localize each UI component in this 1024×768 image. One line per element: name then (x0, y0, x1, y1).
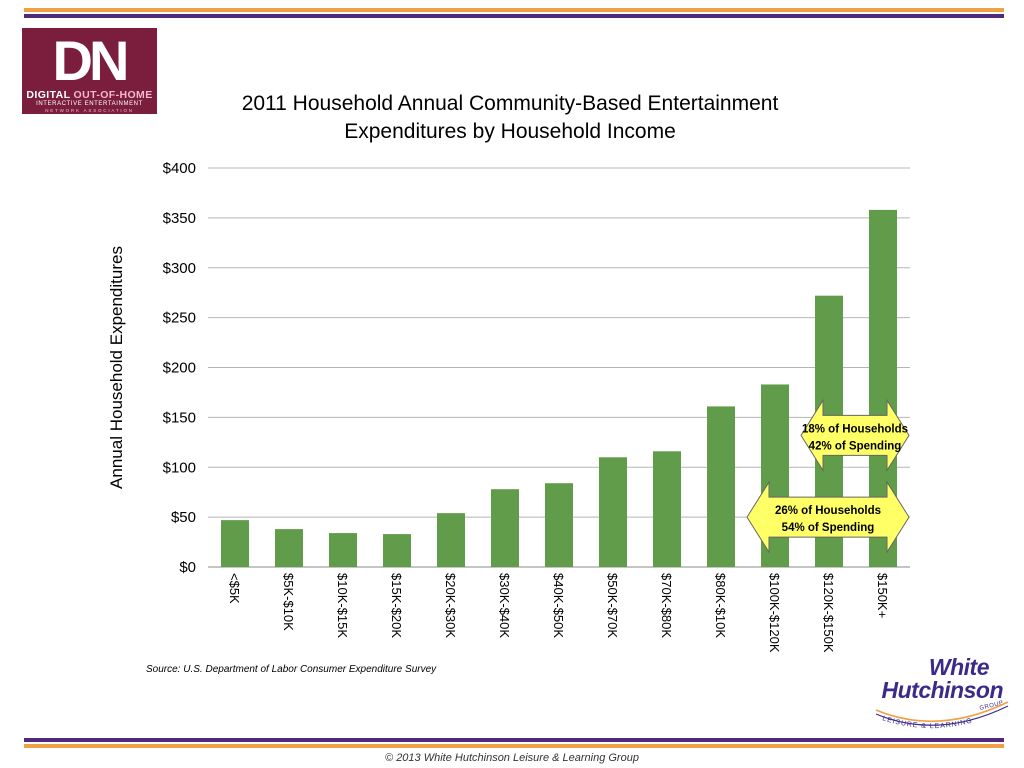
y-tick-label: $400 (163, 160, 196, 177)
annotation-label: 42% of Spending (809, 440, 902, 452)
logo-line1: DIGITAL OUT-OF-HOME (26, 89, 153, 101)
bar (275, 529, 303, 567)
x-tick-label: $10K-$15K (335, 573, 350, 638)
y-tick-label: $50 (171, 509, 196, 526)
bar (491, 489, 519, 567)
y-tick-label: $250 (163, 310, 196, 327)
x-tick-label: $40K-$50K (551, 573, 566, 638)
x-tick-label: $15K-$20K (389, 573, 404, 638)
annotation-label: 26% of Households (775, 505, 881, 517)
chart-title: 2011 Household Annual Community-Based En… (241, 92, 779, 143)
x-tick-label: $70K-$80K (659, 573, 674, 638)
wh-logo-arc: LEISURE & LEARNING GROUP (875, 700, 1009, 730)
logo-line3: NETWORK ASSOCIATION (45, 108, 134, 113)
x-tick-label: $120K-$150K (821, 573, 836, 653)
annotation-arrow (746, 480, 910, 554)
x-tick-label: $80K-$10K (713, 573, 728, 638)
bottom-rule-purple (24, 738, 1004, 742)
y-tick-label: $100 (163, 459, 196, 476)
x-tick-label: $150K+ (875, 573, 890, 618)
x-tick-label: <$5K (227, 573, 242, 604)
annotation-label: 54% of Spending (782, 522, 875, 534)
bar (545, 483, 573, 567)
y-tick-label: $300 (163, 260, 196, 277)
wh-logo-line1: White (928, 654, 990, 680)
bar (383, 534, 411, 567)
annotation-arrow (800, 398, 910, 473)
footer-copyright: © 2013 White Hutchinson Leisure & Learni… (385, 752, 639, 764)
bar (437, 513, 465, 567)
y-axis-title: Annual Household Expenditures (107, 246, 126, 489)
x-tick-label: $30K-$40K (497, 573, 512, 638)
y-tick-label: $0 (179, 559, 196, 576)
top-rule-orange (24, 8, 1004, 12)
annotation-label: 18% of Households (802, 423, 908, 435)
y-tick-label: $200 (163, 360, 196, 377)
top-rule-purple (24, 14, 1004, 18)
x-tick-label: $5K-$10K (281, 573, 296, 631)
bottom-rule-orange (24, 744, 1004, 748)
y-tick-label: $150 (163, 409, 196, 426)
bar (329, 533, 357, 567)
svg-text:DN: DN (53, 29, 126, 88)
wh-logo-arc-text: LEISURE & LEARNING (881, 715, 972, 730)
bar (707, 406, 735, 567)
white-hutchinson-logo: White Hutchinson LEISURE & LEARNING GROU… (868, 652, 1013, 730)
svg-text:LEISURE & LEARNING: LEISURE & LEARNING (881, 715, 973, 730)
wh-logo-group-text: GROUP (979, 700, 1004, 712)
x-tick-label: $100K-$120K (767, 573, 782, 653)
logo-line2: INTERACTIVE ENTERTAINMENT (36, 101, 143, 107)
y-tick-label: $350 (163, 210, 196, 227)
dooh-logo: DN DIGITAL OUT-OF-HOME INTERACTIVE ENTER… (22, 28, 157, 114)
x-tick-label: $50K-$70K (605, 573, 620, 638)
bar (653, 451, 681, 567)
bar (221, 520, 249, 567)
bar (599, 457, 627, 567)
dn-logo-mark: DN (53, 29, 130, 88)
x-tick-label: $20K-$30K (443, 573, 458, 638)
wh-logo-line2: Hutchinson (881, 677, 1004, 703)
source-note: Source: U.S. Department of Labor Consume… (146, 664, 437, 675)
